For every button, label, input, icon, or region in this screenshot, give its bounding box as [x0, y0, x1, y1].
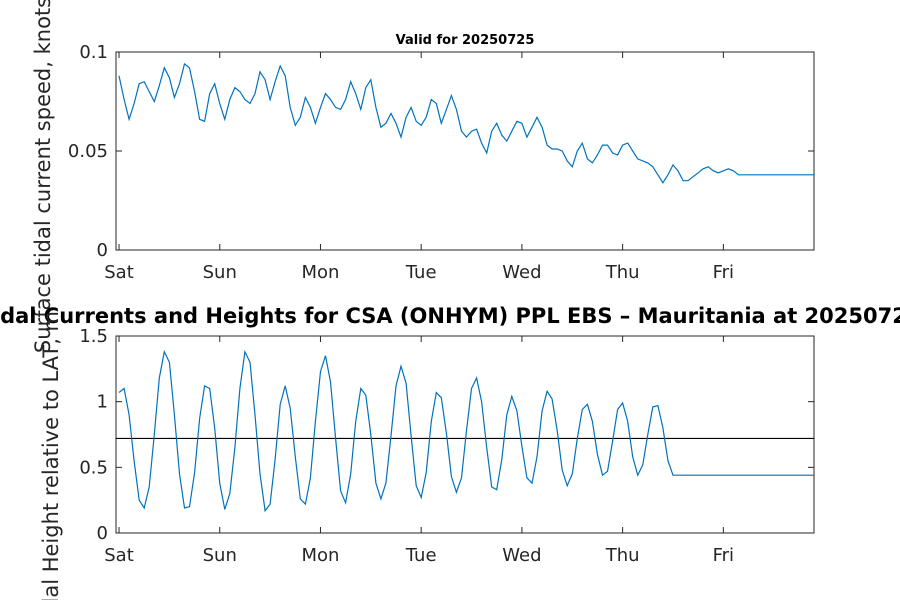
- current-speed-panel: Valid for 20250725 0 0.05 0.1 Sat Sun Mon Tue…: [31, 0, 815, 353]
- y-tick-label: 0.5: [79, 457, 108, 478]
- y-tick-label: 0.1: [79, 42, 108, 63]
- height-y-axis: 0 0.5 1 1.5: [79, 326, 814, 544]
- x-tick-label: Fri: [713, 262, 734, 283]
- x-tick-label: Fri: [713, 545, 734, 566]
- y-tick-label: 0.05: [68, 141, 108, 162]
- tidal-height-panel: 0 0.5 1 1.5 Sat Sun Mon Tue Wed Thu Fri Tidal Hei…: [39, 311, 815, 600]
- tidal-height-line: [118, 349, 814, 513]
- x-tick-label: Wed: [502, 262, 541, 283]
- height-y-axis-label: Tidal Height relative to LAT, m: [39, 311, 63, 600]
- x-tick-label: Mon: [301, 545, 339, 566]
- y-tick-label: 1: [97, 392, 108, 413]
- x-tick-label: Sat: [104, 545, 134, 566]
- x-tick-label: Sat: [104, 262, 134, 283]
- y-tick-label: 1.5: [79, 326, 108, 347]
- x-tick-label: Sun: [203, 262, 237, 283]
- height-plot-area: [115, 335, 815, 534]
- current-chart-title: Valid for 20250725: [396, 33, 535, 48]
- y-tick-label: 0: [97, 240, 108, 261]
- x-tick-label: Tue: [405, 545, 437, 566]
- y-tick-label: 0: [97, 523, 108, 544]
- current-speed-line: [118, 62, 814, 184]
- x-tick-label: Sun: [203, 545, 237, 566]
- current-plot-area: [115, 51, 815, 251]
- current-y-axis-label: Surface tidal current speed, knots: [31, 0, 55, 353]
- current-x-axis: Sat Sun Mon Tue Wed Thu Fri: [104, 52, 734, 283]
- figure-heading: Tidal Currents and Heights for CSA (ONHY…: [0, 304, 900, 328]
- x-tick-label: Thu: [605, 262, 640, 283]
- x-tick-label: Mon: [301, 262, 339, 283]
- x-tick-label: Thu: [605, 545, 640, 566]
- current-y-axis: 0 0.05 0.1: [68, 42, 814, 261]
- x-tick-label: Wed: [502, 545, 541, 566]
- height-x-axis: Sat Sun Mon Tue Wed Thu Fri: [104, 336, 734, 566]
- x-tick-label: Tue: [405, 262, 437, 283]
